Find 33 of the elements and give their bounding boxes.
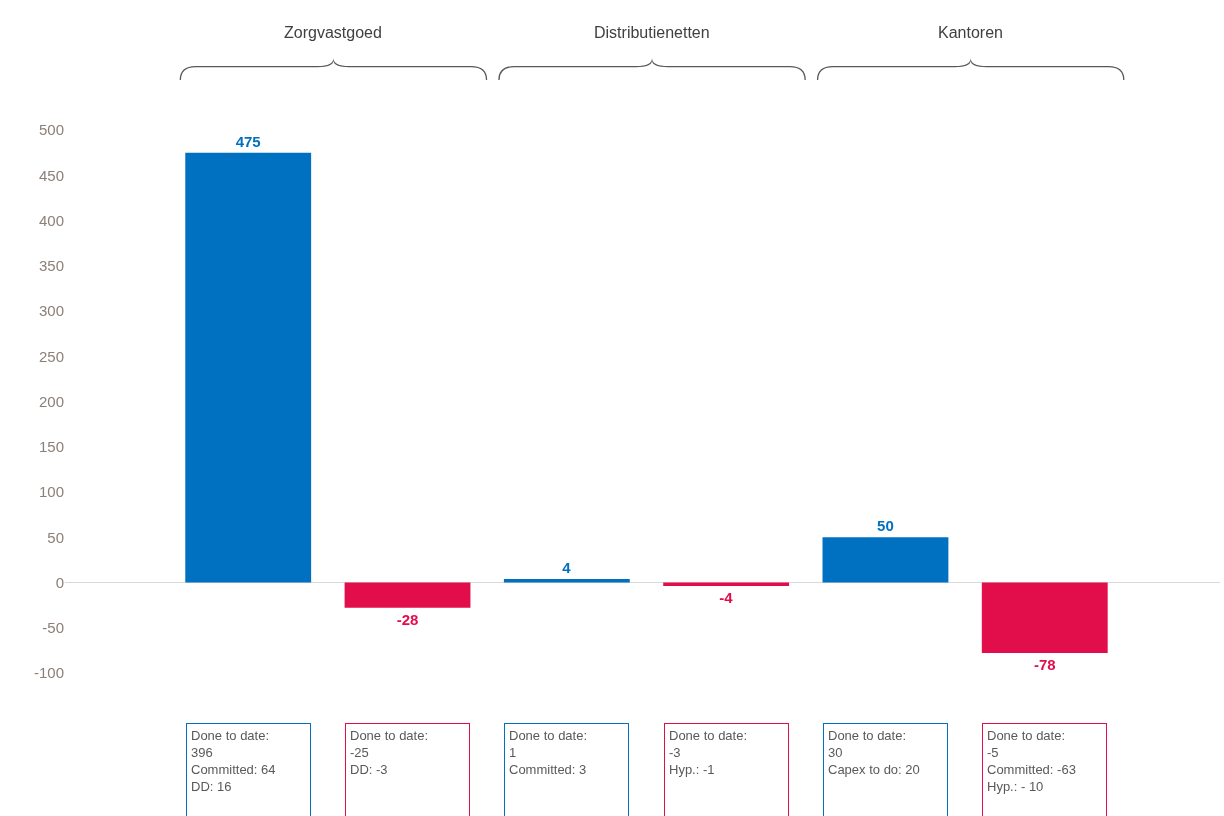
data-label: 475 xyxy=(235,132,261,150)
text: Kantoren xyxy=(938,24,1003,41)
bar xyxy=(822,537,949,583)
text: Distributienetten xyxy=(594,24,710,41)
y-tick-label: 400 xyxy=(38,211,64,229)
y-tick-label: 350 xyxy=(38,257,64,274)
data-label: 4 xyxy=(562,558,572,576)
bar xyxy=(344,582,471,608)
y-tick-label: 200 xyxy=(38,392,64,410)
bar xyxy=(981,582,1108,654)
text: Done to date: 30 Capex to do: 20 xyxy=(828,728,920,777)
data-label: -4 xyxy=(719,589,734,607)
bar xyxy=(503,578,630,583)
data-label: 50 xyxy=(877,517,894,535)
y-tick-label: 0 xyxy=(55,573,64,591)
y-tick-label: 100 xyxy=(38,483,64,501)
data-label: -28 xyxy=(396,610,419,628)
y-tick-label: -50 xyxy=(42,619,64,636)
y-tick-label: 300 xyxy=(38,302,64,320)
y-tick-label: 500 xyxy=(38,121,64,139)
data-label: -78 xyxy=(1033,656,1056,674)
y-tick-label: -100 xyxy=(33,664,64,682)
y-tick-label: 250 xyxy=(38,347,64,365)
y-tick-label: 150 xyxy=(38,438,64,455)
text: Done to date: 1 Committed: 3 xyxy=(509,728,588,777)
text: Done to date: 396 Committed: 64 DD: 16 xyxy=(191,728,276,794)
text: Done to date: -5 Committed: -63 Hyp.: - 10 xyxy=(987,728,1076,794)
bar xyxy=(185,152,312,583)
text: Zorgvastgoed xyxy=(284,24,382,41)
y-tick-label: 50 xyxy=(47,528,64,546)
text: Done to date: -25 DD: -3 xyxy=(350,728,429,777)
text: Done to date: -3 Hyp.: -1 xyxy=(669,728,748,777)
y-tick-label: 450 xyxy=(38,166,64,184)
